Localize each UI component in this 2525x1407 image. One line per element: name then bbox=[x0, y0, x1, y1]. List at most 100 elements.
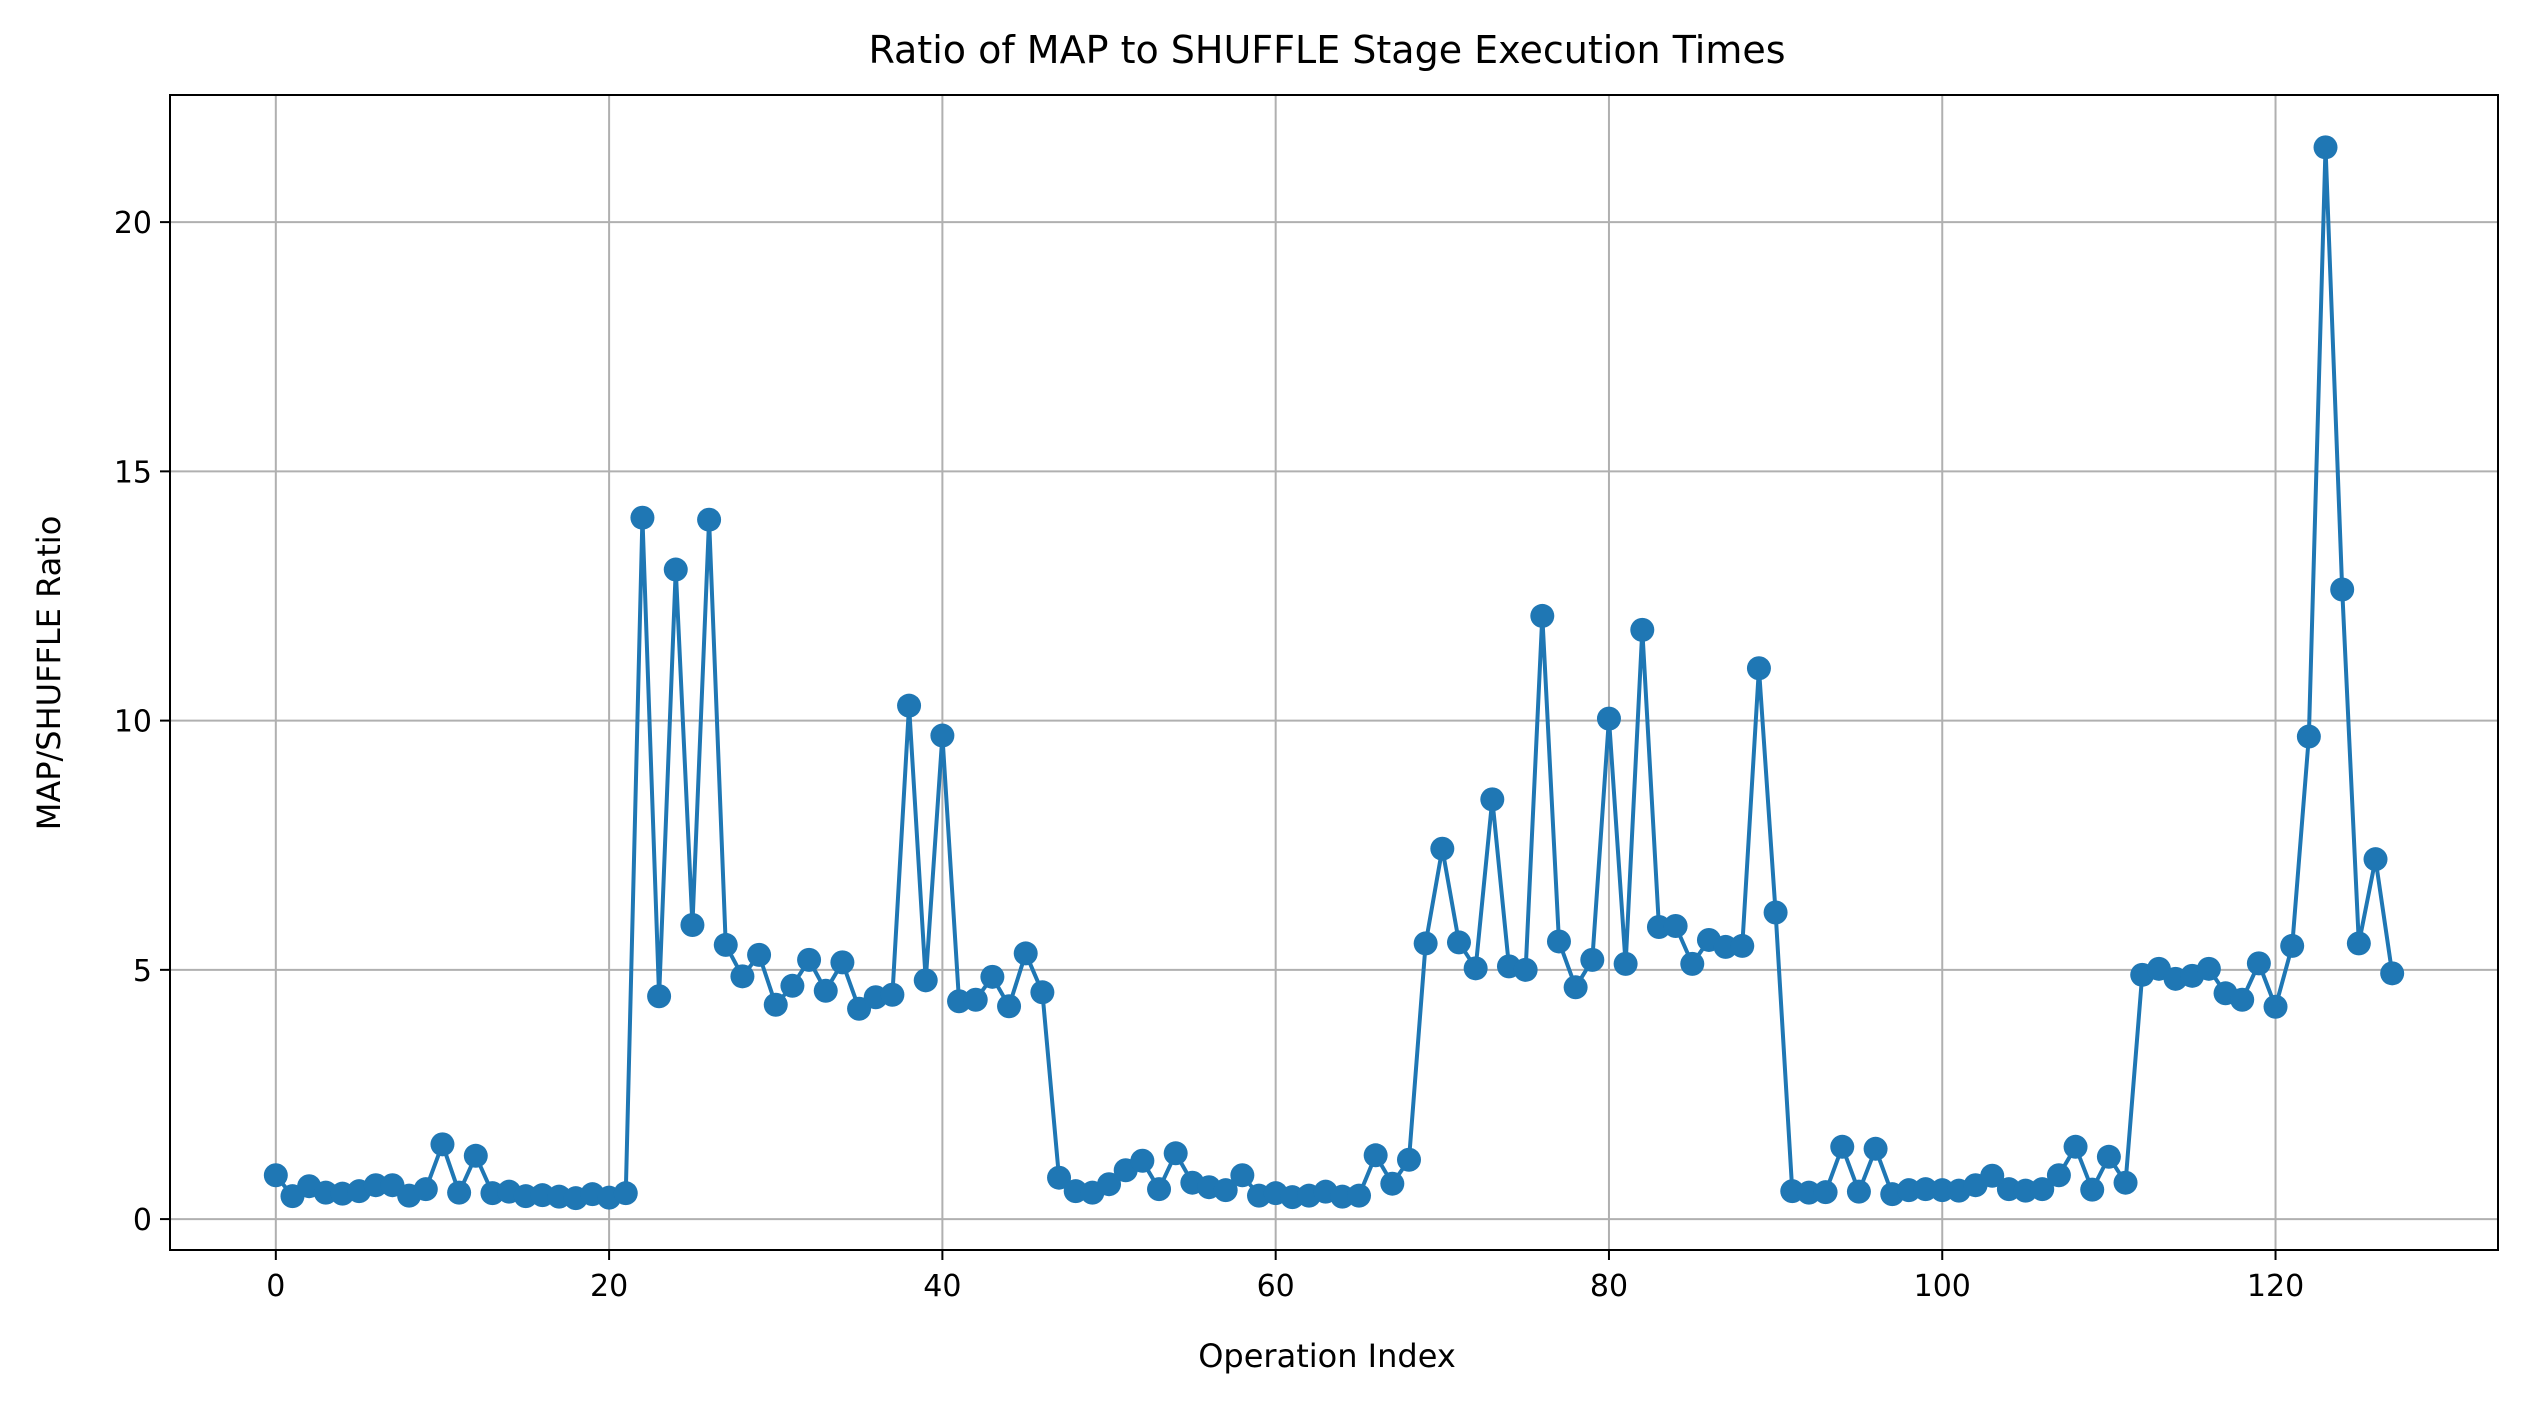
data-point bbox=[1813, 1180, 1838, 1205]
data-point bbox=[1396, 1147, 1421, 1172]
x-tick-label: 120 bbox=[2247, 1269, 2304, 1304]
data-point bbox=[1563, 975, 1588, 1000]
data-point bbox=[1380, 1171, 1405, 1196]
data-point bbox=[930, 723, 955, 748]
data-point bbox=[1763, 900, 1788, 925]
data-point bbox=[1430, 836, 1455, 861]
data-point bbox=[1746, 656, 1771, 681]
data-point bbox=[763, 992, 788, 1017]
data-point bbox=[1546, 929, 1571, 954]
data-point bbox=[2246, 951, 2271, 976]
data-point bbox=[2113, 1170, 2138, 1195]
data-point bbox=[2330, 577, 2355, 602]
data-point bbox=[1213, 1178, 1238, 1203]
data-point bbox=[2346, 931, 2371, 956]
data-point bbox=[1796, 1180, 1821, 1205]
data-point bbox=[680, 912, 705, 937]
data-point bbox=[2080, 1177, 2105, 1202]
data-point bbox=[1047, 1165, 1072, 1190]
data-point bbox=[2063, 1134, 2088, 1159]
data-point bbox=[2196, 956, 2221, 981]
data-point bbox=[647, 984, 672, 1009]
data-point bbox=[1097, 1172, 1122, 1197]
data-point bbox=[730, 964, 755, 989]
data-point bbox=[797, 947, 822, 972]
grid bbox=[170, 95, 2498, 1250]
data-point bbox=[2230, 987, 2255, 1012]
data-point bbox=[997, 994, 1022, 1019]
x-tick-label: 40 bbox=[923, 1269, 961, 1304]
data-point bbox=[1530, 603, 1555, 628]
y-tick-label: 20 bbox=[114, 206, 152, 241]
data-point bbox=[2363, 847, 2388, 872]
x-axis-title: Operation Index bbox=[1198, 1337, 1456, 1375]
data-point bbox=[1363, 1143, 1388, 1168]
data-point bbox=[1030, 980, 1055, 1005]
data-point bbox=[1846, 1179, 1871, 1204]
data-point bbox=[1580, 947, 1605, 972]
x-tick-label: 60 bbox=[1257, 1269, 1295, 1304]
data-point bbox=[1663, 913, 1688, 938]
data-point bbox=[813, 978, 838, 1003]
data-point bbox=[630, 505, 655, 530]
data-point bbox=[263, 1163, 288, 1188]
data-point bbox=[2263, 994, 2288, 1019]
data-point bbox=[2096, 1144, 2121, 1169]
data-point bbox=[1130, 1148, 1155, 1173]
data-point bbox=[430, 1132, 455, 1157]
data-point bbox=[1513, 957, 1538, 982]
data-point bbox=[1596, 706, 1621, 731]
data-point bbox=[1680, 951, 1705, 976]
x-tick-label: 80 bbox=[1590, 1269, 1628, 1304]
data-point bbox=[963, 987, 988, 1012]
plot-frame bbox=[169, 94, 2499, 1251]
data-point bbox=[880, 982, 905, 1007]
data-point bbox=[1163, 1141, 1188, 1166]
data-point bbox=[463, 1143, 488, 1168]
y-tick-label: 0 bbox=[133, 1203, 152, 1238]
y-axis-title: MAP/SHUFFLE Ratio bbox=[30, 516, 68, 831]
data-point bbox=[980, 964, 1005, 989]
data-point bbox=[1463, 956, 1488, 981]
data-point bbox=[1446, 930, 1471, 955]
x-tick-label: 20 bbox=[590, 1269, 628, 1304]
data-point bbox=[1830, 1134, 1855, 1159]
y-tick-label: 15 bbox=[114, 455, 152, 490]
data-point bbox=[413, 1177, 438, 1202]
data-point bbox=[1347, 1183, 1371, 1208]
data-point bbox=[897, 693, 922, 718]
data-point bbox=[447, 1180, 472, 1205]
data-point bbox=[747, 942, 772, 967]
data-point bbox=[913, 968, 938, 993]
chart-title: Ratio of MAP to SHUFFLE Stage Execution … bbox=[868, 28, 1785, 72]
data-point bbox=[2296, 724, 2321, 749]
data-point bbox=[1230, 1163, 1255, 1188]
x-tick-label: 0 bbox=[266, 1269, 285, 1304]
data-point bbox=[2313, 135, 2338, 160]
y-tick-label: 10 bbox=[114, 705, 152, 740]
data-point bbox=[2280, 933, 2305, 958]
data-point bbox=[1413, 931, 1438, 956]
data-point bbox=[1730, 933, 1755, 958]
data-point bbox=[1013, 941, 1038, 966]
x-tick-label: 100 bbox=[1914, 1269, 1971, 1304]
data-point bbox=[780, 973, 805, 998]
data-point bbox=[2380, 961, 2405, 986]
data-point bbox=[1980, 1163, 2005, 1188]
data-point bbox=[613, 1181, 638, 1206]
axes: 0 20 40 60 80 100 120 0 5 10 15 20 bbox=[114, 206, 2304, 1304]
series-layer bbox=[263, 135, 2405, 1211]
data-point bbox=[697, 507, 722, 532]
data-point bbox=[2046, 1163, 2071, 1188]
data-point bbox=[1613, 951, 1638, 976]
data-point bbox=[1863, 1136, 1888, 1161]
data-point bbox=[1630, 617, 1655, 642]
data-point bbox=[663, 557, 688, 582]
data-point bbox=[2030, 1177, 2055, 1202]
data-point bbox=[1480, 787, 1505, 812]
data-point bbox=[1147, 1177, 1172, 1202]
data-point bbox=[830, 950, 855, 975]
